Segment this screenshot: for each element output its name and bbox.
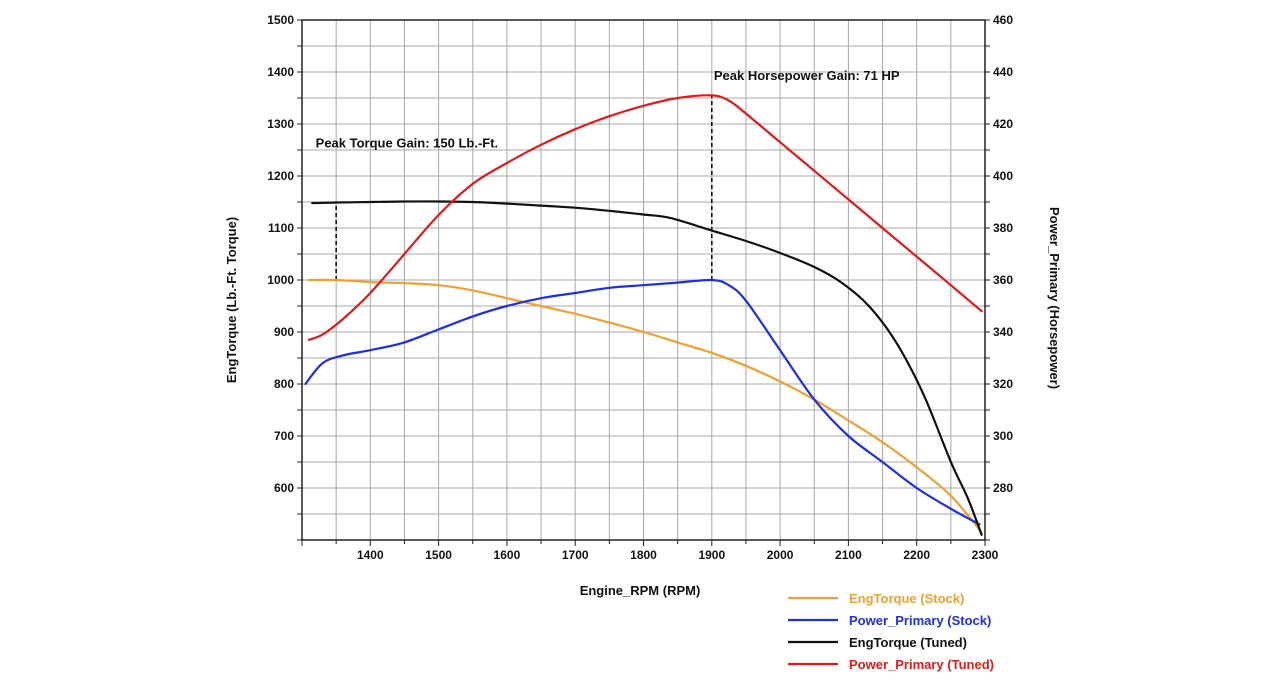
annotations: Peak Torque Gain: 150 Lb.-Ft. Peak Horsep… [316,68,900,280]
annotation-label: Peak Horsepower Gain: 71 HP [714,68,900,83]
x-tick-label: 2100 [835,548,862,562]
y-tick-label: 1500 [267,13,294,27]
x-axis-title: Engine_RPM (RPM) [580,583,701,598]
x-tick-label: 1400 [357,548,384,562]
x-tick-label: 1500 [425,548,452,562]
y2-tick-label: 380 [993,221,1013,235]
y-tick-label: 900 [274,325,294,339]
x-tick-label: 2200 [903,548,930,562]
x-tick-label: 1900 [698,548,725,562]
y-tick-label: 700 [274,429,294,443]
y-tick-label: 1100 [268,221,294,235]
y-axis-title: EngTorque (Lb.-Ft. Torque) [224,217,239,383]
y-tick-label: 1000 [267,273,294,287]
y-tick-label: 800 [274,377,294,391]
legend: EngTorque (Stock) Power_Primary (Stock) En… [788,591,994,672]
series-line-engtorque-stock [307,278,983,534]
y2-axis-title: Power_Primary (Horsepower) [1047,207,1062,389]
series [304,94,983,536]
y2-tick-label: 420 [993,117,1013,131]
y-tick-label: 1300 [267,117,294,131]
annotation-label: Peak Torque Gain: 150 Lb.-Ft. [316,135,499,150]
x-tick-label: 1700 [562,548,589,562]
y2-tick-label: 320 [993,377,1013,391]
y-tick-label: 1200 [267,169,294,183]
y2-tick-label: 300 [993,429,1013,443]
series-line-power-primary-tuned [307,94,983,341]
x-tick-label: 2000 [767,548,794,562]
legend-label: EngTorque (Tuned) [849,635,967,650]
series-line-engtorque-tuned [311,200,983,536]
y2-tick-label: 340 [993,325,1013,339]
legend-label: Power_Primary (Stock) [849,613,991,628]
y2-tick-label: 460 [993,13,1013,27]
y-tick-label: 1400 [267,65,294,79]
x-tick-label: 1800 [630,548,657,562]
y-tick-label: 600 [274,481,294,495]
legend-label: Power_Primary (Tuned) [849,657,994,672]
series-line-power-primary-stock [304,278,981,526]
y2-tick-label: 440 [993,65,1013,79]
x-tick-label: 1600 [494,548,521,562]
legend-label: EngTorque (Stock) [849,591,964,606]
ticks: 1400 1500 1600 1700 1800 1900 2000 2100 2200 2300… [267,13,1013,562]
y2-tick-label: 400 [993,169,1013,183]
y2-tick-label: 280 [993,481,1013,495]
y2-tick-label: 360 [993,273,1013,287]
x-tick-label: 2300 [972,548,999,562]
